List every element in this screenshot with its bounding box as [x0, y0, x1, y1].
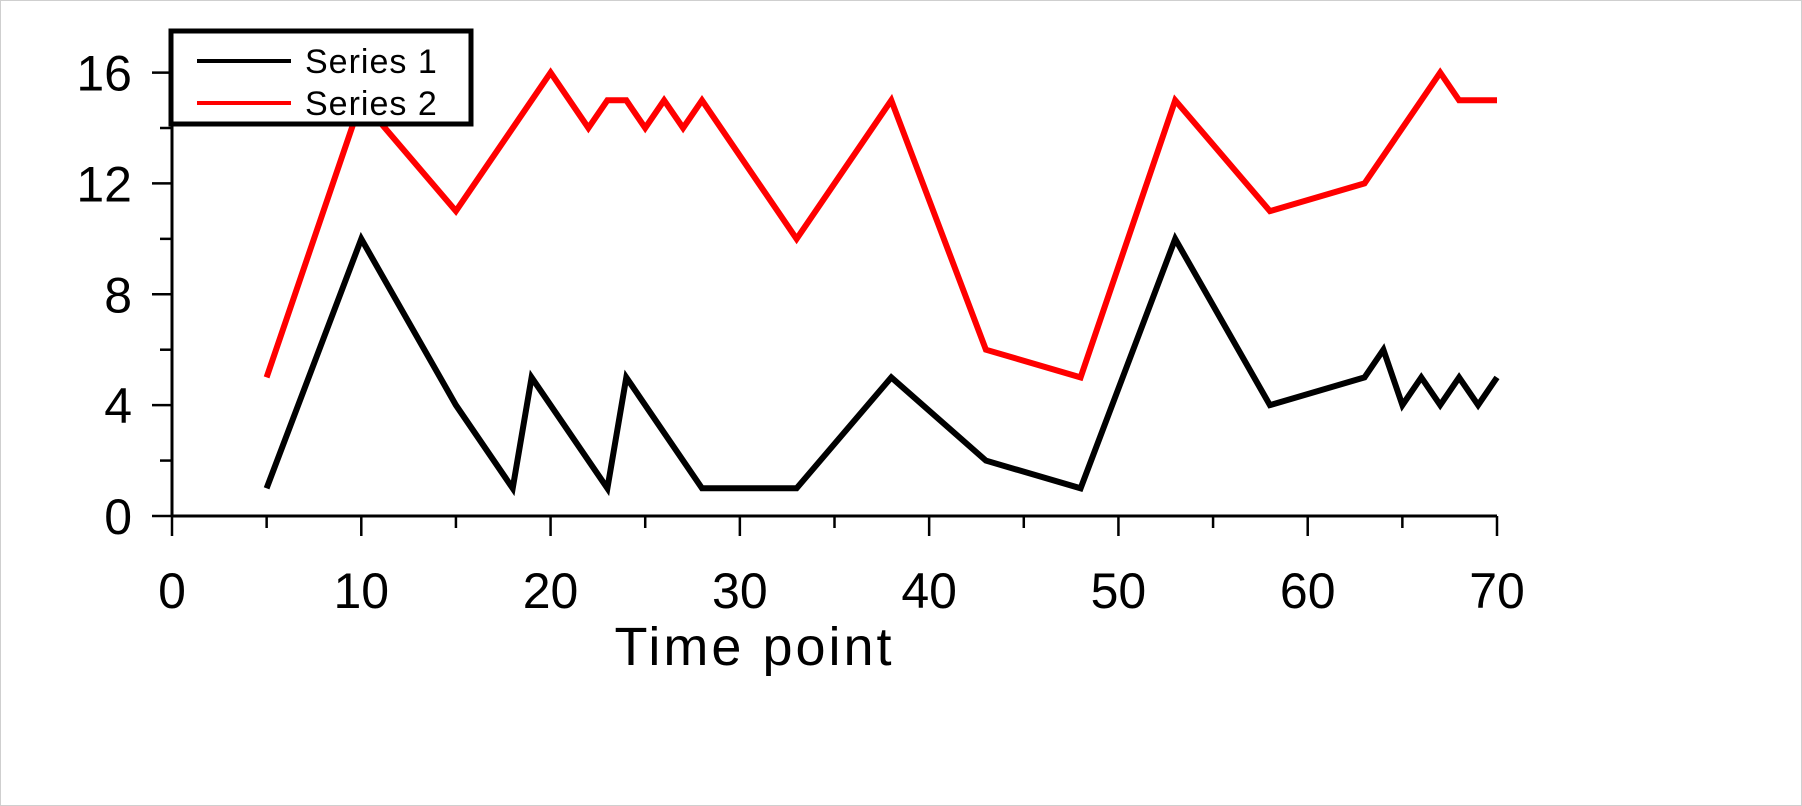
x-tick-label: 30 — [712, 563, 768, 619]
x-tick-label: 50 — [1091, 563, 1147, 619]
legend-box — [168, 28, 474, 127]
y-tick-label: 12 — [76, 156, 132, 212]
x-tick-label: 20 — [523, 563, 579, 619]
x-tick-label: 60 — [1280, 563, 1336, 619]
series-1-line — [263, 231, 1500, 497]
series-2-line — [263, 67, 1497, 382]
y-tick-label: 4 — [104, 378, 132, 434]
series-lines — [263, 67, 1500, 497]
y-tick-label: 16 — [76, 46, 132, 102]
x-tick-label: 0 — [158, 563, 186, 619]
y-tick-label: 0 — [104, 489, 132, 545]
legend-label-series-1: Series 1 — [305, 43, 438, 81]
x-tick-label: 10 — [333, 563, 389, 619]
x-tick-label: 40 — [901, 563, 957, 619]
x-axis-title: Time point — [614, 617, 894, 677]
legend: Series 1 Series 2 — [168, 28, 474, 127]
y-tick-label: 8 — [104, 267, 132, 323]
legend-label-series-2: Series 2 — [305, 85, 438, 123]
axes: 0 10 20 30 40 50 60 70 0 4 8 12 16 — [76, 31, 1525, 619]
x-tick-label: 70 — [1469, 563, 1525, 619]
